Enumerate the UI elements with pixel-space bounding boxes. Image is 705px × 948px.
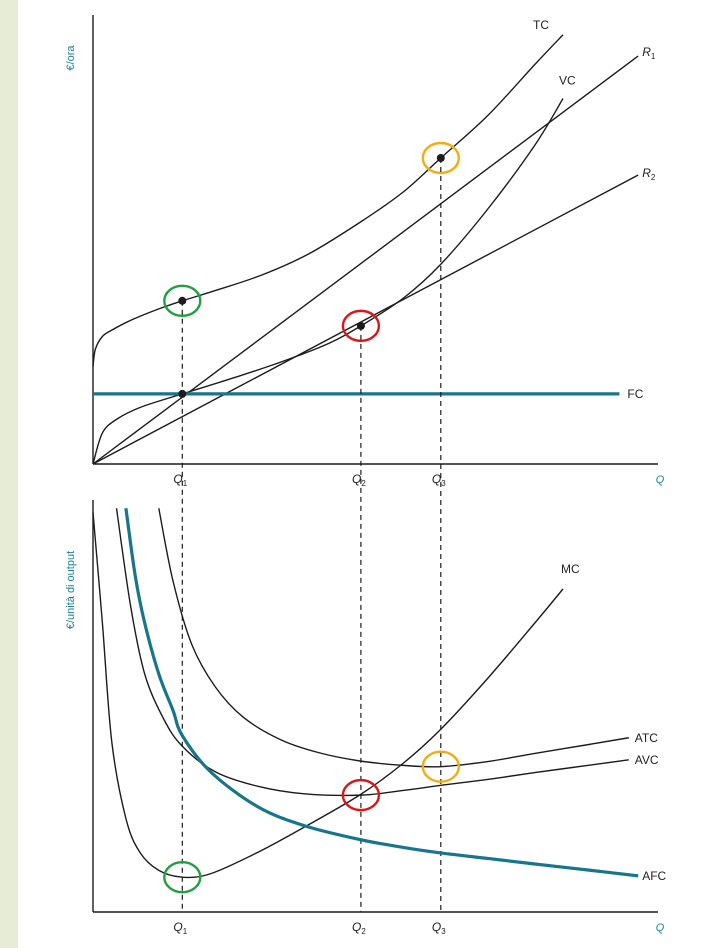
- y-axis-label: €/unità di output: [65, 551, 77, 629]
- x-tick-label: Q1: [173, 920, 187, 936]
- series-vc: [92, 98, 564, 465]
- x-tick-label: Q3: [432, 472, 446, 488]
- highlight-circle-orange: [421, 750, 460, 783]
- series-tc: [92, 34, 564, 367]
- series-label: FC: [627, 387, 643, 401]
- bottom-panel: €/unità di output Q Q1 Q2 Q3 MC ATC AVC AFC: [65, 500, 667, 936]
- series-avc: [115, 508, 629, 797]
- x-axis-label: Q: [656, 922, 665, 934]
- cost-curves-chart: €/ora Q Q1 Q2 Q3 TC R1 VC R2 FC €/unità di output…: [65, 15, 667, 936]
- series-label: AVC: [635, 753, 659, 767]
- series-r2: [92, 174, 639, 465]
- series-label: R2: [642, 166, 656, 182]
- highlight-circle-green: [163, 284, 202, 317]
- series-r1: [92, 55, 639, 465]
- x-tick-label: Q3: [432, 920, 446, 936]
- series-atc: [158, 508, 629, 768]
- chart-panel: €/ora Q Q1 Q2 Q3 TC R1 VC R2 FC €/unità di output…: [18, 0, 705, 948]
- series-label: VC: [559, 74, 576, 88]
- series-label: AFC: [642, 869, 666, 883]
- series-label: R1: [642, 45, 656, 61]
- series-label: ATC: [635, 731, 658, 745]
- x-tick-label: Q2: [352, 472, 366, 488]
- highlight-circle-green: [163, 860, 202, 894]
- x-tick-label: Q1: [173, 472, 187, 488]
- series-mc: [92, 512, 564, 879]
- y-axis-label: €/ora: [65, 45, 77, 71]
- x-tick-label: Q2: [352, 920, 366, 936]
- highlight-circle-red: [341, 778, 381, 812]
- series-label: TC: [533, 18, 549, 32]
- x-axis-label: Q: [656, 474, 665, 486]
- highlight-circle-orange: [421, 141, 460, 175]
- series-afc: [124, 508, 639, 878]
- highlight-circle-red: [341, 309, 381, 343]
- series-label: MC: [561, 562, 580, 576]
- top-panel: €/ora Q Q1 Q2 Q3 TC R1 VC R2 FC: [65, 15, 665, 912]
